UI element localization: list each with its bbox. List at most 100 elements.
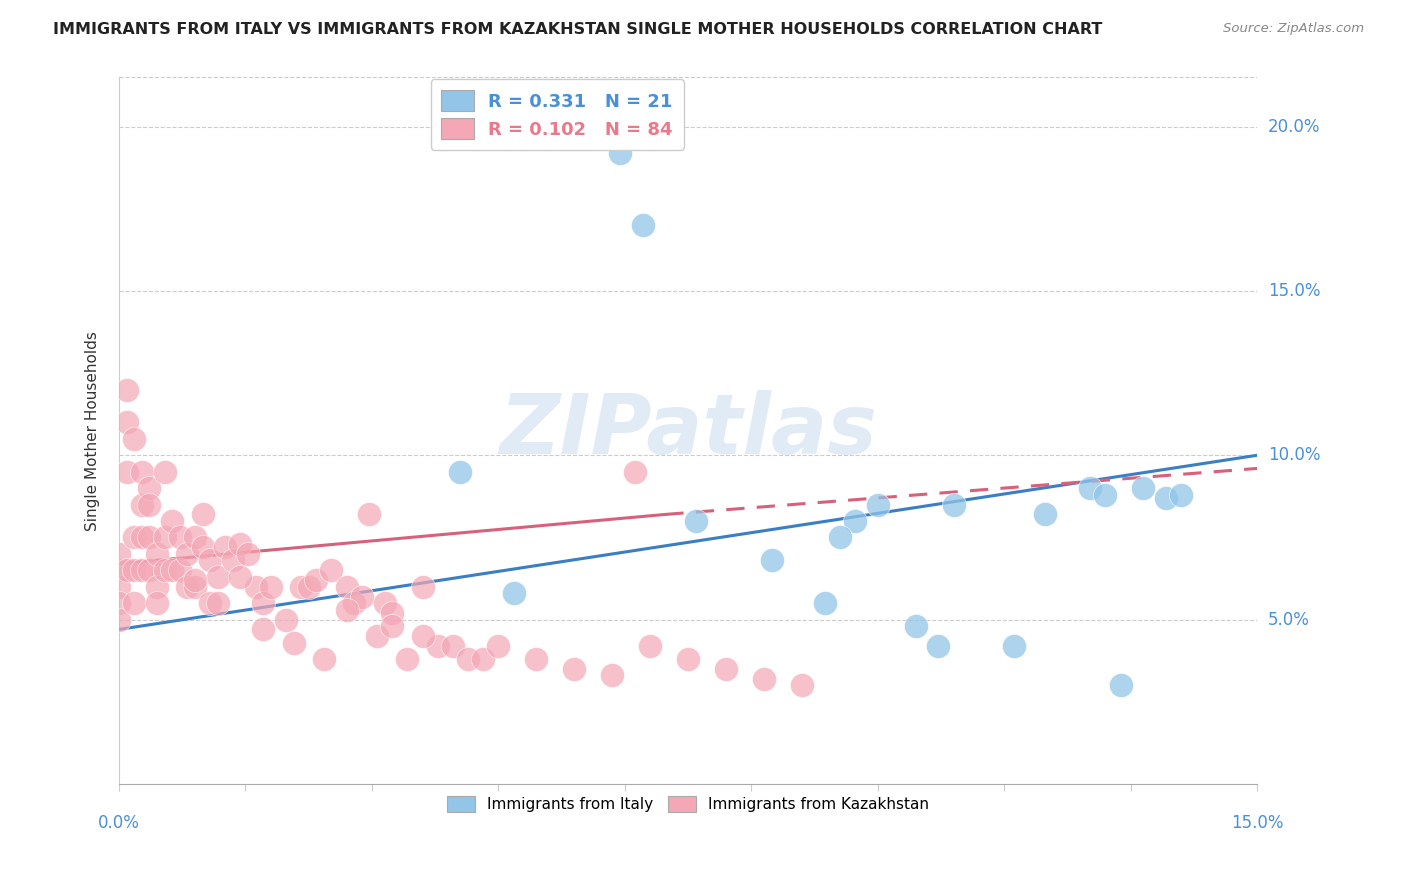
Text: 20.0%: 20.0% [1268,118,1320,136]
Point [685,514,707,528]
Point [366,629,388,643]
Point [260,580,283,594]
Point [290,580,312,594]
Point [609,146,631,161]
Point [108,596,131,610]
Point [752,672,775,686]
Point [1170,488,1192,502]
Point [160,514,183,528]
Point [449,465,471,479]
Point [146,580,169,594]
Point [229,570,252,584]
Point [600,668,623,682]
Point [562,662,585,676]
Point [866,498,889,512]
Point [942,498,965,512]
Text: 5.0%: 5.0% [1268,610,1310,629]
Point [245,580,267,594]
Point [184,580,207,594]
Point [252,596,274,610]
Point [624,465,647,479]
Point [396,652,419,666]
Point [122,432,145,446]
Point [160,563,183,577]
Point [146,596,169,610]
Point [457,652,479,666]
Text: ZIPatlas: ZIPatlas [499,390,877,471]
Point [1109,678,1132,692]
Text: IMMIGRANTS FROM ITALY VS IMMIGRANTS FROM KAZAKHSTAN SINGLE MOTHER HOUSEHOLDS COR: IMMIGRANTS FROM ITALY VS IMMIGRANTS FROM… [53,22,1102,37]
Point [336,603,359,617]
Point [131,498,153,512]
Point [502,586,524,600]
Point [426,639,449,653]
Point [274,613,297,627]
Point [321,563,343,577]
Point [153,465,176,479]
Point [146,547,169,561]
Point [108,580,131,594]
Point [122,530,145,544]
Point [1078,481,1101,495]
Point [153,563,176,577]
Point [176,547,198,561]
Point [108,563,131,577]
Point [638,639,661,653]
Legend: Immigrants from Italy, Immigrants from Kazakhstan: Immigrants from Italy, Immigrants from K… [441,790,935,819]
Point [115,383,138,397]
Point [1002,639,1025,653]
Point [927,639,949,653]
Point [524,652,547,666]
Point [108,547,131,561]
Point [176,580,198,594]
Text: 15.0%: 15.0% [1268,282,1320,300]
Point [207,596,229,610]
Point [191,541,214,555]
Point [122,596,145,610]
Point [229,537,252,551]
Point [1154,491,1177,505]
Point [214,541,236,555]
Point [122,563,145,577]
Point [298,580,321,594]
Point [222,553,245,567]
Point [191,508,214,522]
Point [412,580,434,594]
Point [1132,481,1154,495]
Point [138,563,160,577]
Point [790,678,813,692]
Point [198,596,221,610]
Point [343,596,366,610]
Point [359,508,381,522]
Point [138,530,160,544]
Point [207,570,229,584]
Text: 0.0%: 0.0% [98,814,141,832]
Point [472,652,495,666]
Point [814,596,837,610]
Point [131,530,153,544]
Point [138,481,160,495]
Point [828,530,851,544]
Point [486,639,509,653]
Point [336,580,359,594]
Point [252,623,274,637]
Text: 10.0%: 10.0% [1268,446,1320,464]
Point [131,563,153,577]
Text: 15.0%: 15.0% [1230,814,1284,832]
Point [115,416,138,430]
Point [184,530,207,544]
Point [381,606,404,620]
Point [714,662,737,676]
Point [631,219,654,233]
Point [381,619,404,633]
Point [1094,488,1116,502]
Point [115,465,138,479]
Point [844,514,866,528]
Point [283,635,305,649]
Point [350,590,373,604]
Point [138,498,160,512]
Point [153,530,176,544]
Point [198,553,221,567]
Point [236,547,259,561]
Point [312,652,335,666]
